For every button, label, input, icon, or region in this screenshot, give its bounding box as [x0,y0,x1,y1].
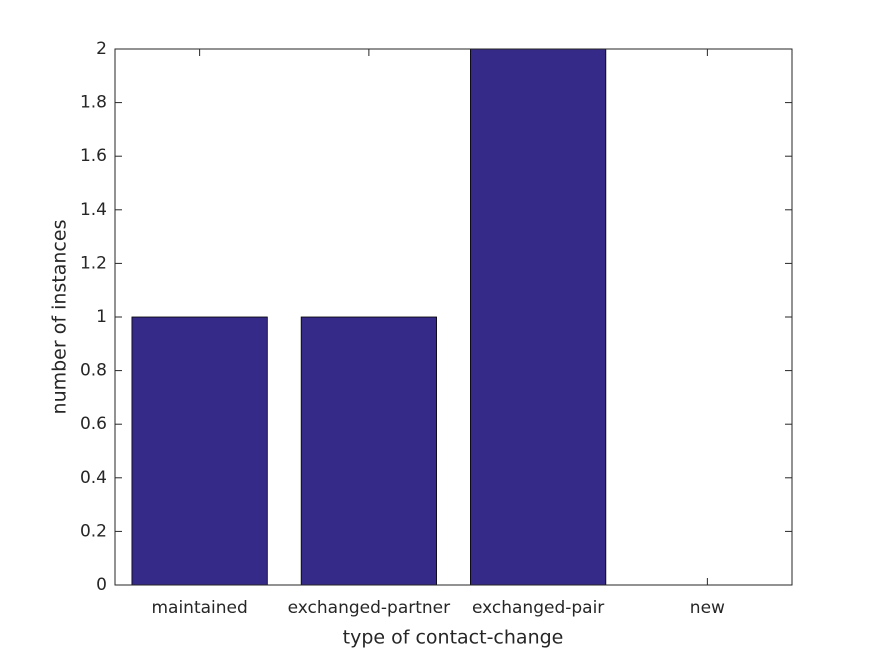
y-tick-label: 0.6 [80,414,107,434]
x-axis-label: type of contact-change [343,627,564,649]
y-tick-label: 2 [96,39,107,59]
plot-frame [114,48,793,586]
bar [300,316,437,586]
y-tick-label: 1.4 [80,200,107,220]
x-tick-label: maintained [151,598,247,618]
y-tick-label: 0.8 [80,361,107,381]
bar [470,48,607,586]
y-tick-label: 1.6 [80,146,107,166]
y-tick-label: 1 [96,307,107,327]
x-tick-label: exchanged-pair [472,598,604,618]
y-tick-label: 0.4 [80,468,107,488]
y-tick-label: 0.2 [80,521,107,541]
y-tick-label: 1.2 [80,253,107,273]
y-tick-label: 0 [96,575,107,595]
bar [131,316,268,586]
y-tick-label: 1.8 [80,93,107,113]
x-tick-label: new [690,598,725,618]
y-axis-label: number of instances [49,220,71,415]
x-tick-label: exchanged-partner [288,598,451,618]
